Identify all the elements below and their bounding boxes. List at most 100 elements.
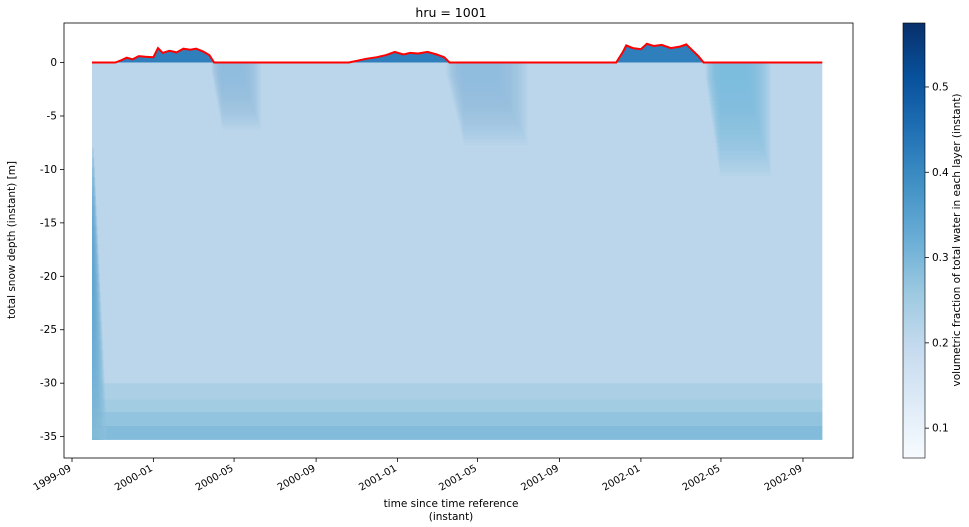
deep-layer-cell — [92, 399, 823, 413]
wetting-front-cell — [92, 253, 99, 440]
wetting-front-cell — [92, 244, 99, 440]
wetting-front-cell — [92, 273, 100, 440]
wetting-front-cell — [92, 330, 103, 440]
wetting-front-cell — [92, 282, 101, 440]
melt-plume-cell — [709, 62, 752, 106]
y-tick-label: -20 — [40, 271, 57, 283]
melt-plume-cell — [448, 62, 500, 85]
deep-layer-cell — [92, 412, 823, 426]
wetting-front-cell — [92, 398, 106, 440]
melt-plume-cell — [212, 62, 243, 78]
melt-plume-cell — [453, 62, 508, 103]
melt-plume-cell — [454, 62, 511, 109]
wetting-front-cell — [92, 225, 98, 440]
deep-layer-cell — [92, 383, 823, 400]
background-fraction-cell — [92, 62, 823, 440]
x-tick-label: 2000-09 — [276, 463, 318, 493]
melt-plume-cell — [220, 62, 259, 123]
melt-plume-cell — [719, 62, 772, 176]
melt-plume-cell — [713, 62, 759, 131]
heatmap-area — [92, 43, 823, 440]
melt-plume-cell — [221, 62, 260, 125]
melt-plume-cell — [455, 62, 513, 112]
wetting-front-cell — [92, 205, 97, 440]
melt-plume-cell — [459, 62, 520, 127]
melt-plume-cell — [219, 62, 257, 118]
melt-plume-cell — [463, 62, 528, 146]
wetting-front-cell — [92, 427, 108, 440]
y-tick-label: -35 — [40, 431, 57, 443]
wetting-front-cell — [92, 311, 102, 440]
melt-plume-cell — [456, 62, 514, 115]
y-tick-label: -10 — [40, 164, 57, 176]
melt-plume-cell — [461, 62, 524, 136]
wetting-front-cell — [92, 234, 99, 440]
plot-frame — [63, 22, 854, 459]
melt-plume-cell — [711, 62, 757, 122]
wetting-front-cell — [92, 407, 107, 440]
melt-plume-cell — [716, 62, 765, 151]
melt-plume-cell — [211, 62, 243, 76]
melt-plume-cell — [706, 62, 748, 89]
melt-plume-cell — [718, 62, 769, 168]
deep-layer-cell — [92, 425, 823, 440]
wetting-front-cell — [92, 167, 95, 440]
melt-plume-cell — [212, 62, 244, 81]
melt-plume-cell — [707, 62, 749, 93]
melt-plume-cell — [463, 62, 527, 142]
melt-plume-cell — [714, 62, 761, 139]
melt-plume-cell — [712, 62, 758, 126]
melt-plume-cell — [708, 62, 750, 97]
y-axis: 0 -5 -10 -15 -20 -25 -30 -35 — [40, 57, 64, 443]
colorbar-ticks: 0.1 0.2 0.3 0.4 0.5 — [925, 81, 949, 435]
x-tick-label: 2002-05 — [681, 463, 723, 493]
colorbar-tick-label: 0.1 — [932, 423, 949, 435]
wetting-front-cell — [92, 148, 95, 440]
colorbar-label: volumetric fraction of total water in ea… — [951, 94, 963, 387]
melt-plume-cell — [459, 62, 521, 130]
snow-depth-line — [92, 42, 823, 64]
y-axis-label: total snow depth (instant) [m] — [6, 161, 18, 319]
melt-plume-cell — [460, 62, 522, 133]
melt-plume-cell — [214, 62, 247, 88]
melt-plume-cell — [705, 62, 746, 81]
y-tick-label: -5 — [47, 110, 57, 122]
wetting-front-cell — [92, 186, 96, 440]
x-tick-label: 2000-05 — [194, 463, 236, 493]
melt-plume-cell — [222, 62, 261, 130]
x-axis: 1999-09 2000-01 2000-05 2000-09 2001-01 2001-… — [32, 458, 804, 493]
melt-plume-cell — [447, 62, 499, 82]
x-tick-label: 2000-01 — [113, 463, 155, 493]
x-tick-label: 2001-09 — [519, 463, 561, 493]
melt-plume-cell — [219, 62, 256, 115]
snow-depth-layer — [92, 42, 823, 64]
melt-plume-cell — [446, 62, 496, 76]
colorbar-tick-label: 0.2 — [932, 337, 949, 349]
melt-plume-cell — [220, 62, 258, 120]
wetting-front-cell — [92, 350, 104, 440]
wetting-front-cell — [92, 359, 104, 440]
melt-plume-cell — [216, 62, 252, 103]
x-axis-label-sub: (instant) — [429, 511, 474, 523]
melt-plume-cell — [708, 62, 751, 101]
melt-plume-cell — [215, 62, 249, 96]
melt-plume-cell — [451, 62, 506, 97]
wetting-front-cell — [92, 417, 107, 440]
colorbar-tick-label: 0.3 — [932, 252, 949, 264]
melt-plume-cell — [709, 62, 754, 110]
y-tick-label: -25 — [40, 324, 57, 336]
y-tick-label: -30 — [40, 378, 57, 390]
wetting-front-cell — [92, 263, 100, 440]
melt-plume-cell — [218, 62, 255, 113]
melt-plume-cell — [456, 62, 515, 118]
wetting-front-cell — [92, 292, 101, 440]
y-tick-label: 0 — [50, 57, 57, 69]
melt-plume-cell — [462, 62, 525, 139]
melt-plume-cell — [715, 62, 764, 147]
melt-plume-cell — [216, 62, 250, 98]
wetting-front-cell — [92, 378, 105, 440]
melt-plume-cell — [218, 62, 255, 110]
wetting-front-cell — [92, 321, 103, 440]
melt-plume-cell — [710, 62, 755, 114]
